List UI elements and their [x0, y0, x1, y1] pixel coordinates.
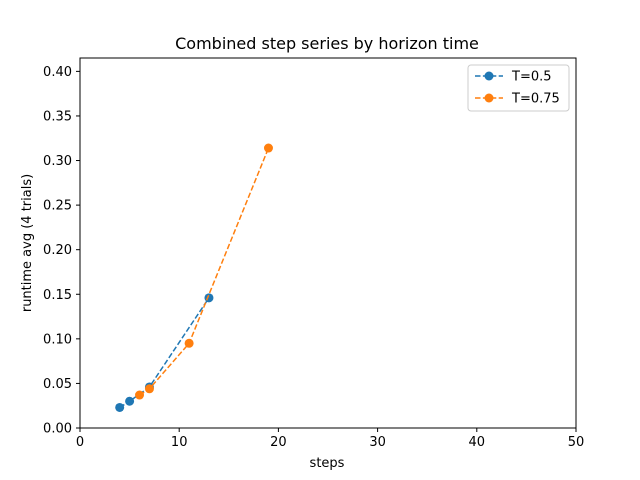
- data-point: [263, 143, 273, 153]
- y-tick-label: 0.20: [43, 243, 72, 258]
- data-point: [184, 338, 194, 348]
- x-tick-label: 40: [469, 435, 486, 450]
- x-tick-label: 20: [270, 435, 287, 450]
- legend-label: T=0.75: [511, 92, 560, 107]
- legend: T=0.5 T=0.75: [467, 64, 570, 112]
- data-point: [144, 384, 154, 394]
- chart-title: Combined step series by horizon time: [175, 34, 479, 53]
- data-point: [115, 402, 125, 412]
- legend-item: T=0.75: [475, 92, 560, 107]
- x-tick-label: 50: [568, 435, 585, 450]
- data-point: [135, 390, 145, 400]
- y-axis-title: runtime avg (4 trials): [20, 174, 35, 312]
- series-1: [135, 143, 273, 400]
- data-point: [125, 396, 135, 406]
- x-tick-label: 10: [171, 435, 188, 450]
- y-tick-label: 0.40: [43, 65, 72, 80]
- y-tick-label: 0.25: [43, 199, 72, 214]
- y-axis-ticks: 0.00 0.05 0.10 0.15 0.20 0.25 0.30 0.35 0.40: [43, 65, 80, 437]
- y-tick-label: 0.15: [43, 288, 72, 303]
- series-line: [139, 147, 270, 396]
- x-axis-title: steps: [310, 456, 345, 471]
- legend-label: T=0.5: [511, 70, 552, 85]
- y-tick-label: 0.05: [43, 377, 72, 392]
- x-tick-label: 30: [369, 435, 386, 450]
- data-point: [204, 293, 214, 303]
- y-tick-label: 0.10: [43, 332, 72, 347]
- plot-area-frame: [79, 57, 577, 429]
- x-axis-ticks: 0 10 20 30 40 50: [76, 428, 584, 450]
- legend-marker: [484, 71, 494, 81]
- x-tick-label: 0: [76, 435, 84, 450]
- legend-item: T=0.5: [475, 70, 552, 85]
- legend-marker: [484, 93, 494, 103]
- y-tick-label: 0.30: [43, 154, 72, 169]
- series-layer: [115, 143, 273, 412]
- y-tick-label: 0.35: [43, 109, 72, 124]
- y-tick-label: 0.00: [43, 422, 72, 437]
